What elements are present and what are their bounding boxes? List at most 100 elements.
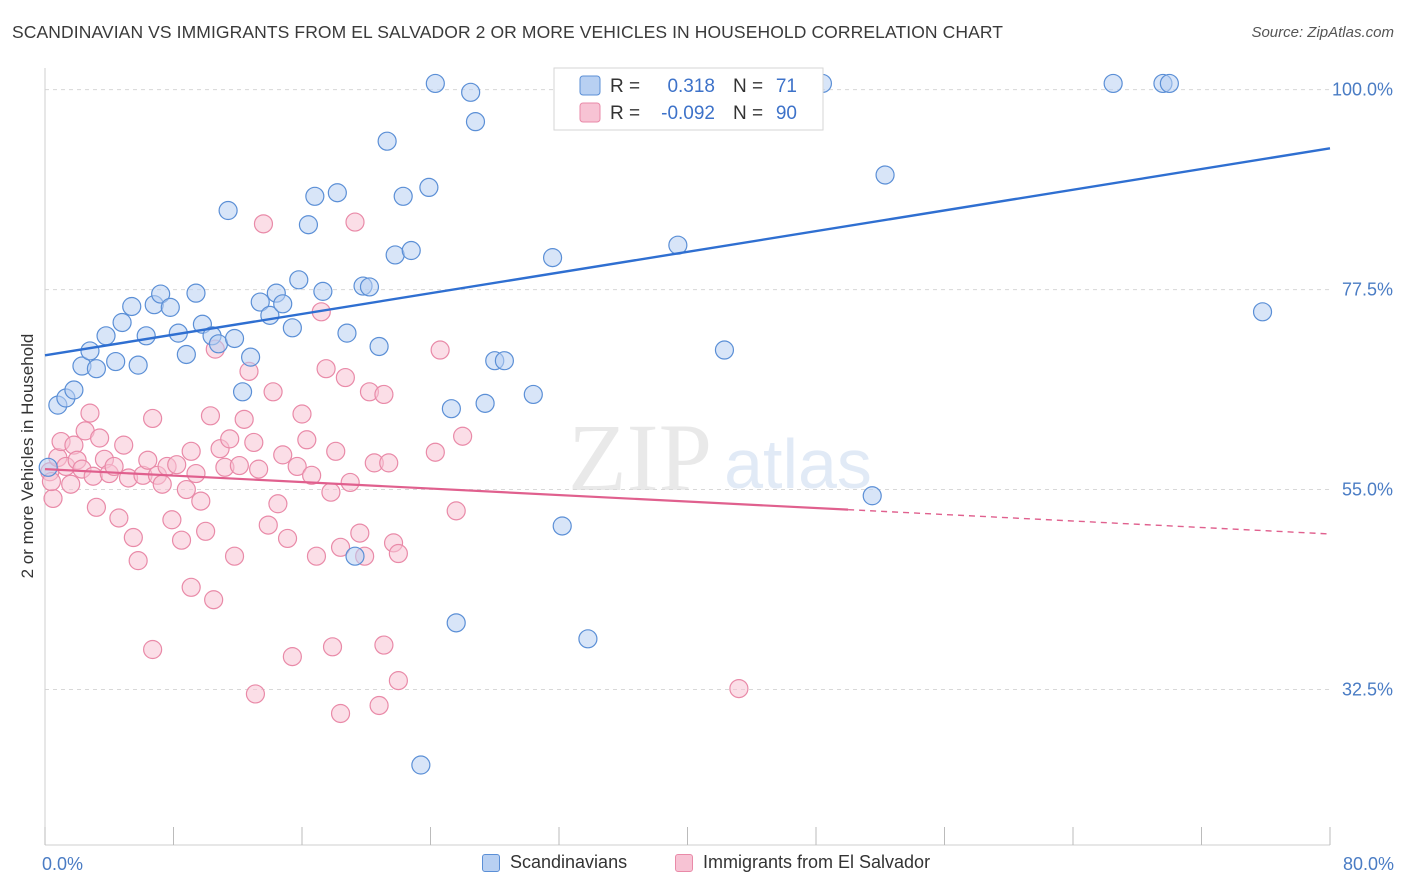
stats-legend: R = 0.318 N = 71 R = -0.092 N = 90 bbox=[553, 67, 824, 131]
scandinavians-point bbox=[86, 359, 107, 379]
scandinavians-point bbox=[289, 270, 309, 290]
el-salvador-point bbox=[109, 508, 129, 528]
scandinavians-point bbox=[305, 186, 325, 206]
el-salvador-point bbox=[282, 647, 302, 667]
scandinavians-point bbox=[224, 328, 245, 349]
scandinavians-point bbox=[151, 284, 171, 304]
el-salvador-point bbox=[292, 404, 312, 424]
el-salvador-point bbox=[326, 441, 346, 461]
scandinavians-point bbox=[112, 312, 132, 333]
legend-swatch-el-salvador bbox=[675, 853, 693, 872]
scandinavians-point bbox=[419, 177, 439, 198]
scandinavians-point bbox=[122, 296, 142, 317]
el-salvador-point bbox=[244, 432, 264, 453]
scandinavians-point bbox=[106, 351, 126, 372]
el-salvador-point bbox=[229, 455, 249, 476]
scandinavians-point bbox=[523, 384, 543, 405]
x-tick-label-1: 80.0% bbox=[1343, 854, 1394, 874]
scandinavians-point bbox=[208, 334, 229, 354]
trend-lines bbox=[44, 147, 1331, 535]
tick-labels: 100.0% 77.5% 55.0% 32.5% 0.0% 80.0% bbox=[42, 80, 1394, 874]
x-tick-label-0: 0.0% bbox=[42, 854, 83, 874]
el-salvador-point bbox=[340, 472, 360, 493]
y-tick-label-1: 77.5% bbox=[1342, 280, 1393, 300]
el-salvador-point bbox=[321, 482, 341, 502]
scandinavians-point bbox=[136, 326, 156, 346]
el-salvador-point bbox=[128, 551, 148, 571]
trend-line-scandinavians bbox=[44, 147, 1331, 357]
scandinavians-point bbox=[461, 82, 481, 102]
el-salvador-point bbox=[258, 515, 278, 535]
el-salvador-point bbox=[204, 590, 224, 610]
legend-swatch-scandinavians bbox=[482, 853, 500, 872]
scandinavians-point bbox=[401, 240, 421, 261]
scandinavians-point bbox=[441, 399, 461, 419]
legend-swatch-pink bbox=[579, 102, 601, 123]
el-salvador-point bbox=[245, 684, 266, 704]
trend-line-el-salvador-extrapolated bbox=[848, 508, 1331, 535]
el-salvador-point bbox=[83, 466, 103, 486]
scandinavians-point bbox=[369, 336, 389, 357]
legend-r-value-2: -0.092 bbox=[661, 103, 715, 124]
el-salvador-point bbox=[171, 530, 192, 550]
trend-line-el-salvador bbox=[44, 468, 849, 511]
legend-n-value-2: 90 bbox=[776, 103, 797, 124]
el-salvador-point bbox=[306, 546, 327, 566]
legend-item-el-salvador: Immigrants from El Salvador bbox=[675, 852, 930, 873]
el-salvador-point bbox=[181, 577, 201, 597]
el-salvador-point bbox=[425, 442, 445, 462]
series-scandinavians bbox=[38, 73, 1273, 775]
scandinavians-point bbox=[232, 382, 253, 402]
el-salvador-point bbox=[345, 212, 365, 232]
scandinavians-point bbox=[218, 200, 238, 221]
el-salvador-point bbox=[191, 491, 211, 511]
series-el-salvador bbox=[40, 212, 749, 724]
el-salvador-point bbox=[224, 546, 245, 566]
el-salvador-point bbox=[220, 429, 240, 449]
scandinavians-point bbox=[875, 165, 895, 185]
y-tick-label-3: 32.5% bbox=[1342, 679, 1393, 699]
el-salvador-point bbox=[143, 408, 163, 429]
scandinavians-point bbox=[377, 131, 397, 151]
el-salvador-point bbox=[330, 537, 351, 557]
el-salvador-point bbox=[249, 459, 269, 479]
el-salvador-point bbox=[322, 637, 343, 657]
el-salvador-point bbox=[234, 409, 254, 429]
legend-r-label-1: R = bbox=[610, 76, 640, 97]
el-salvador-point bbox=[335, 367, 355, 388]
el-salvador-point bbox=[162, 510, 182, 530]
legend-label-scandinavians: Scandinavians bbox=[510, 852, 628, 872]
scandinavians-point bbox=[298, 215, 319, 235]
el-salvador-point bbox=[729, 678, 749, 699]
scandinavians-point bbox=[862, 486, 882, 506]
scandinavians-point bbox=[425, 73, 445, 94]
el-salvador-point bbox=[302, 465, 322, 485]
el-salvador-point bbox=[253, 214, 274, 234]
legend-label-el-salvador: Immigrants from El Salvador bbox=[703, 852, 931, 872]
el-salvador-point bbox=[287, 456, 307, 477]
scandinavians-point bbox=[411, 755, 431, 775]
scandinavians-point bbox=[241, 347, 261, 367]
source-credit: Source: ZipAtlas.com bbox=[1251, 24, 1394, 41]
watermark-zip: ZIP bbox=[568, 404, 712, 511]
chart-title: SCANDINAVIAN VS IMMIGRANTS FROM EL SALVA… bbox=[12, 22, 1004, 42]
scandinavians-point bbox=[337, 323, 357, 343]
scandinavians-point bbox=[1159, 73, 1179, 94]
legend-item-scandinavians: Scandinavians bbox=[482, 852, 627, 873]
scandinavians-point bbox=[578, 629, 598, 649]
el-salvador-point bbox=[167, 455, 187, 475]
el-salvador-point bbox=[143, 639, 163, 660]
y-axis-label: 2 or more Vehicles in Household bbox=[18, 334, 37, 579]
scandinavians-point bbox=[327, 183, 347, 203]
scandinavians-point bbox=[1252, 302, 1273, 322]
scandinavians-point bbox=[128, 355, 148, 375]
scandinavians-point bbox=[282, 318, 302, 338]
el-salvador-point bbox=[138, 450, 158, 470]
scandinavians-point bbox=[446, 613, 466, 633]
el-salvador-point bbox=[181, 441, 201, 461]
el-salvador-point bbox=[316, 359, 336, 379]
y-tick-label-2: 55.0% bbox=[1342, 480, 1393, 500]
legend-r-value-1: 0.318 bbox=[667, 76, 715, 97]
scandinavians-point bbox=[160, 297, 180, 317]
